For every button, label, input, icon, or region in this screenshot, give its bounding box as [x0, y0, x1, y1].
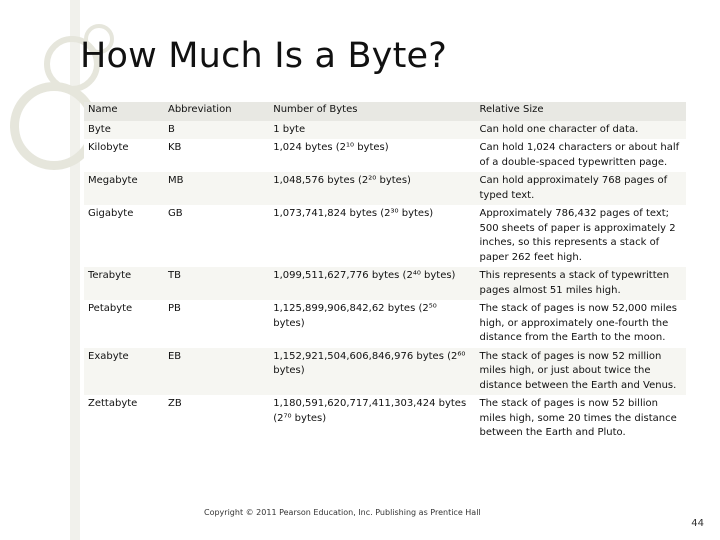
header-name: Name [84, 102, 164, 121]
table-row: Kilobyte KB 1,024 bytes (2¹⁰ bytes) Can … [84, 139, 686, 172]
cell-relative-size: The stack of pages is now 52 billion mil… [475, 395, 686, 443]
header-abbreviation: Abbreviation [163, 102, 270, 121]
cell-number-of-bytes: 1,099,511,627,776 bytes (2⁴⁰ bytes) [269, 267, 476, 300]
cell-number-of-bytes: 1,152,921,504,606,846,976 bytes (2⁶⁰ byt… [269, 347, 476, 395]
cell-name: Exabyte [84, 347, 164, 395]
cell-name: Zettabyte [84, 395, 164, 443]
header-number-of-bytes: Number of Bytes [269, 102, 476, 121]
table-row: Terabyte TB 1,099,511,627,776 bytes (2⁴⁰… [84, 267, 686, 300]
cell-abbreviation: EB [163, 347, 270, 395]
cell-abbreviation: GB [163, 205, 270, 267]
cell-number-of-bytes: 1,073,741,824 bytes (2³⁰ bytes) [269, 205, 476, 267]
cell-relative-size: Can hold one character of data. [475, 120, 686, 139]
cell-relative-size: This represents a stack of typewritten p… [475, 267, 686, 300]
table-row: Zettabyte ZB 1,180,591,620,717,411,303,4… [84, 395, 686, 443]
header-relative-size: Relative Size [475, 102, 686, 121]
cell-name: Megabyte [84, 172, 164, 205]
decorative-ring-small [84, 24, 114, 54]
cell-abbreviation: MB [163, 172, 270, 205]
copyright-footer: Copyright © 2011 Pearson Education, Inc.… [204, 508, 481, 517]
table-row: Exabyte EB 1,152,921,504,606,846,976 byt… [84, 347, 686, 395]
table-row: Gigabyte GB 1,073,741,824 bytes (2³⁰ byt… [84, 205, 686, 267]
cell-abbreviation: PB [163, 300, 270, 348]
cell-abbreviation: KB [163, 139, 270, 172]
accent-bar [70, 0, 80, 540]
cell-relative-size: Can hold 1,024 characters or about half … [475, 139, 686, 172]
cell-abbreviation: ZB [163, 395, 270, 443]
cell-abbreviation: B [163, 120, 270, 139]
cell-number-of-bytes: 1 byte [269, 120, 476, 139]
page-number: 44 [691, 518, 704, 529]
table-header-row: Name Abbreviation Number of Bytes Relati… [84, 102, 686, 121]
cell-name: Gigabyte [84, 205, 164, 267]
slide-title: How Much Is a Byte? [80, 36, 448, 76]
cell-number-of-bytes: 1,048,576 bytes (2²⁰ bytes) [269, 172, 476, 205]
cell-name: Terabyte [84, 267, 164, 300]
cell-relative-size: The stack of pages is now 52 million mil… [475, 347, 686, 395]
byte-size-table: Name Abbreviation Number of Bytes Relati… [84, 102, 686, 443]
cell-number-of-bytes: 1,180,591,620,717,411,303,424 bytes (2⁷⁰… [269, 395, 476, 443]
cell-name: Byte [84, 120, 164, 139]
table-row: Megabyte MB 1,048,576 bytes (2²⁰ bytes) … [84, 172, 686, 205]
cell-relative-size: The stack of pages is now 52,000 miles h… [475, 300, 686, 348]
cell-abbreviation: TB [163, 267, 270, 300]
cell-number-of-bytes: 1,125,899,906,842,62 bytes (2⁵⁰ bytes) [269, 300, 476, 348]
cell-name: Petabyte [84, 300, 164, 348]
cell-relative-size: Can hold approximately 768 pages of type… [475, 172, 686, 205]
cell-number-of-bytes: 1,024 bytes (2¹⁰ bytes) [269, 139, 476, 172]
decorative-ring-medium [44, 36, 100, 92]
table-row: Petabyte PB 1,125,899,906,842,62 bytes (… [84, 300, 686, 348]
cell-name: Kilobyte [84, 139, 164, 172]
cell-relative-size: Approximately 786,432 pages of text; 500… [475, 205, 686, 267]
table-row: Byte B 1 byte Can hold one character of … [84, 120, 686, 139]
